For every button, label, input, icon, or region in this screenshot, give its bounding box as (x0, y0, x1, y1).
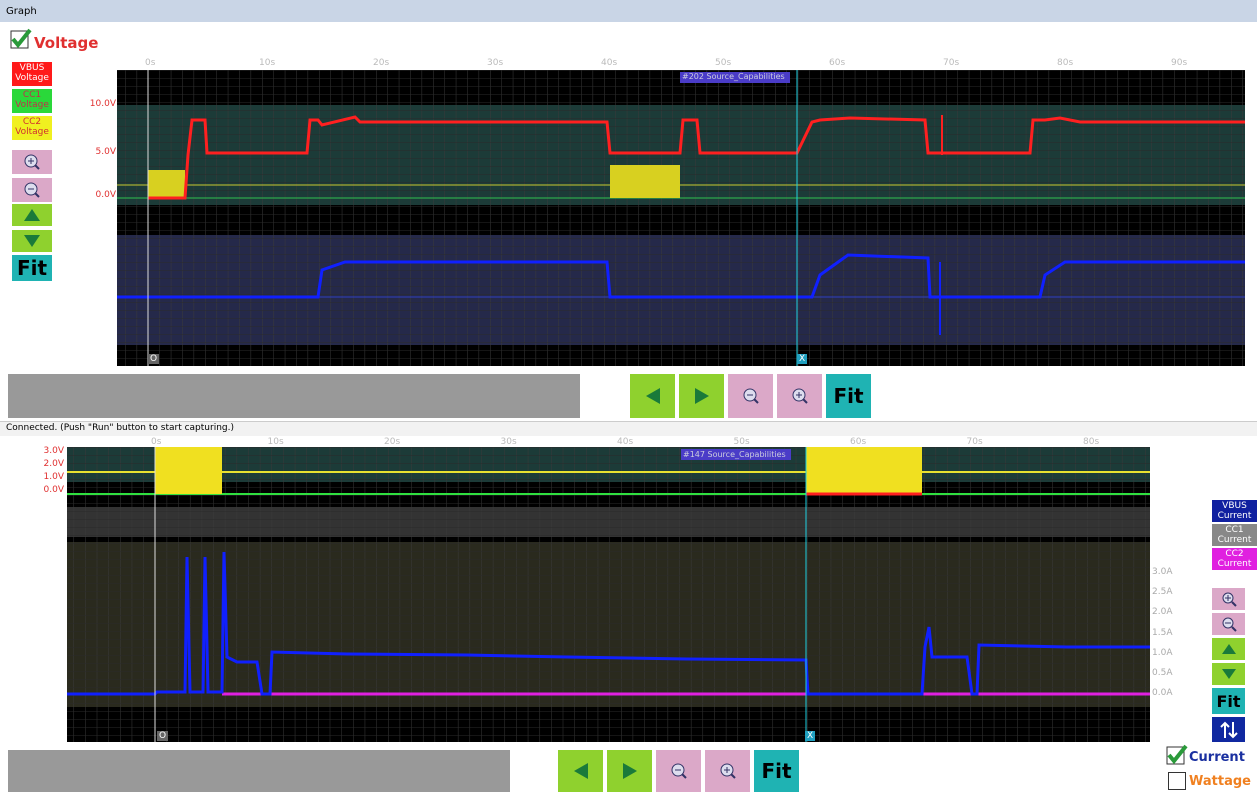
time-tick-label: 30s (487, 58, 504, 68)
voltage-label[interactable]: Voltage (34, 34, 99, 52)
zoom-out-button[interactable] (656, 750, 701, 792)
info-bar (8, 374, 580, 418)
voltage-tick-label: 3.0V (43, 446, 64, 456)
time-tick-label: 0s (145, 58, 156, 68)
status-bar: Connected. (Push "Run" button to start c… (0, 421, 1257, 436)
time-tick-label: 40s (601, 58, 618, 68)
time-tick-label: 20s (373, 58, 390, 68)
legend-item[interactable]: CC2 Voltage (12, 116, 52, 140)
zoom-in-button[interactable] (777, 374, 822, 418)
current-label[interactable]: Current (1189, 750, 1245, 765)
time-tick-label: 80s (1057, 58, 1074, 68)
event-marker: #202 Source_Capabilities (682, 72, 785, 81)
fit-button[interactable]: Fit (826, 374, 871, 418)
current-tick-label: 2.0A (1152, 607, 1173, 618)
scroll-left-button[interactable] (630, 374, 675, 418)
y-tick-label: 5.0V (95, 147, 116, 157)
info-bar (8, 750, 510, 792)
status-text: Connected. (Push "Run" button to start c… (6, 423, 234, 433)
time-tick-label: 40s (617, 437, 634, 447)
zoom-in-button[interactable] (1212, 588, 1245, 610)
current-tick-label: 2.5A (1152, 587, 1173, 598)
fit-button[interactable]: Fit (12, 255, 52, 281)
title-bar: Graph (0, 0, 1257, 22)
up-button[interactable] (12, 204, 52, 226)
zoom-in-button[interactable] (705, 750, 750, 792)
time-tick-label: 0s (151, 437, 162, 447)
fit-button[interactable]: Fit (1212, 688, 1245, 714)
legend-item[interactable]: CC2 Current (1212, 548, 1257, 570)
zoom-in-button[interactable] (12, 150, 52, 174)
current-checkbox[interactable] (1166, 744, 1188, 766)
fit-button[interactable]: Fit (754, 750, 799, 792)
current-tick-label: 0.5A (1152, 668, 1173, 678)
window-title: Graph (6, 6, 37, 17)
current-tick-label: 0.0A (1152, 688, 1173, 699)
time-tick-label: 20s (384, 437, 401, 447)
time-tick-label: 60s (850, 437, 867, 447)
legend-item[interactable]: CC1 Voltage (12, 89, 52, 113)
time-tick-label: 60s (829, 58, 846, 68)
up-button[interactable] (1212, 638, 1245, 660)
legend-item[interactable]: VBUS Current (1212, 500, 1257, 522)
current-tick-label: 1.0A (1152, 647, 1173, 658)
wattage-label[interactable]: Wattage (1189, 774, 1251, 789)
event-marker: #147 Source_Capabilities (683, 450, 786, 459)
cursor-label: X (805, 731, 816, 741)
legend-item[interactable]: CC1 Current (1212, 524, 1257, 546)
zoom-out-button[interactable] (12, 178, 52, 202)
time-tick-label: 70s (943, 58, 960, 68)
cursor-label: O (148, 354, 160, 364)
time-tick-label: 50s (715, 58, 732, 68)
scroll-right-button[interactable] (679, 374, 724, 418)
down-button[interactable] (12, 230, 52, 252)
time-tick-label: 10s (267, 437, 284, 447)
time-tick-label: 80s (1083, 437, 1100, 447)
time-tick-label: 30s (500, 437, 517, 447)
y-tick-label: 10.0V (89, 99, 116, 109)
time-tick-label: 90s (1171, 58, 1188, 68)
current-plot (67, 447, 1150, 742)
current-tick-label: 3.0A (1152, 567, 1173, 577)
voltage-tick-label: 1.0V (43, 472, 64, 482)
time-tick-label: 50s (733, 437, 750, 447)
time-tick-label: 10s (259, 58, 276, 68)
voltage-checkbox[interactable] (10, 28, 32, 50)
time-tick-label: 70s (966, 437, 983, 447)
voltage-plot (117, 70, 1245, 366)
down-button[interactable] (1212, 663, 1245, 685)
zoom-out-button[interactable] (1212, 613, 1245, 635)
y-tick-label: 0.0V (95, 190, 116, 200)
current-tick-label: 1.5A (1152, 627, 1173, 638)
swap-button[interactable] (1212, 717, 1245, 742)
voltage-tick-label: 0.0V (43, 485, 64, 495)
legend-item[interactable]: VBUS Voltage (12, 62, 52, 86)
wattage-checkbox[interactable] (1168, 772, 1186, 790)
scroll-left-button[interactable] (558, 750, 603, 792)
voltage-tick-label: 2.0V (43, 459, 64, 469)
scroll-right-button[interactable] (607, 750, 652, 792)
cursor-label: O (157, 731, 169, 741)
cursor-label: X (797, 354, 808, 364)
zoom-out-button[interactable] (728, 374, 773, 418)
